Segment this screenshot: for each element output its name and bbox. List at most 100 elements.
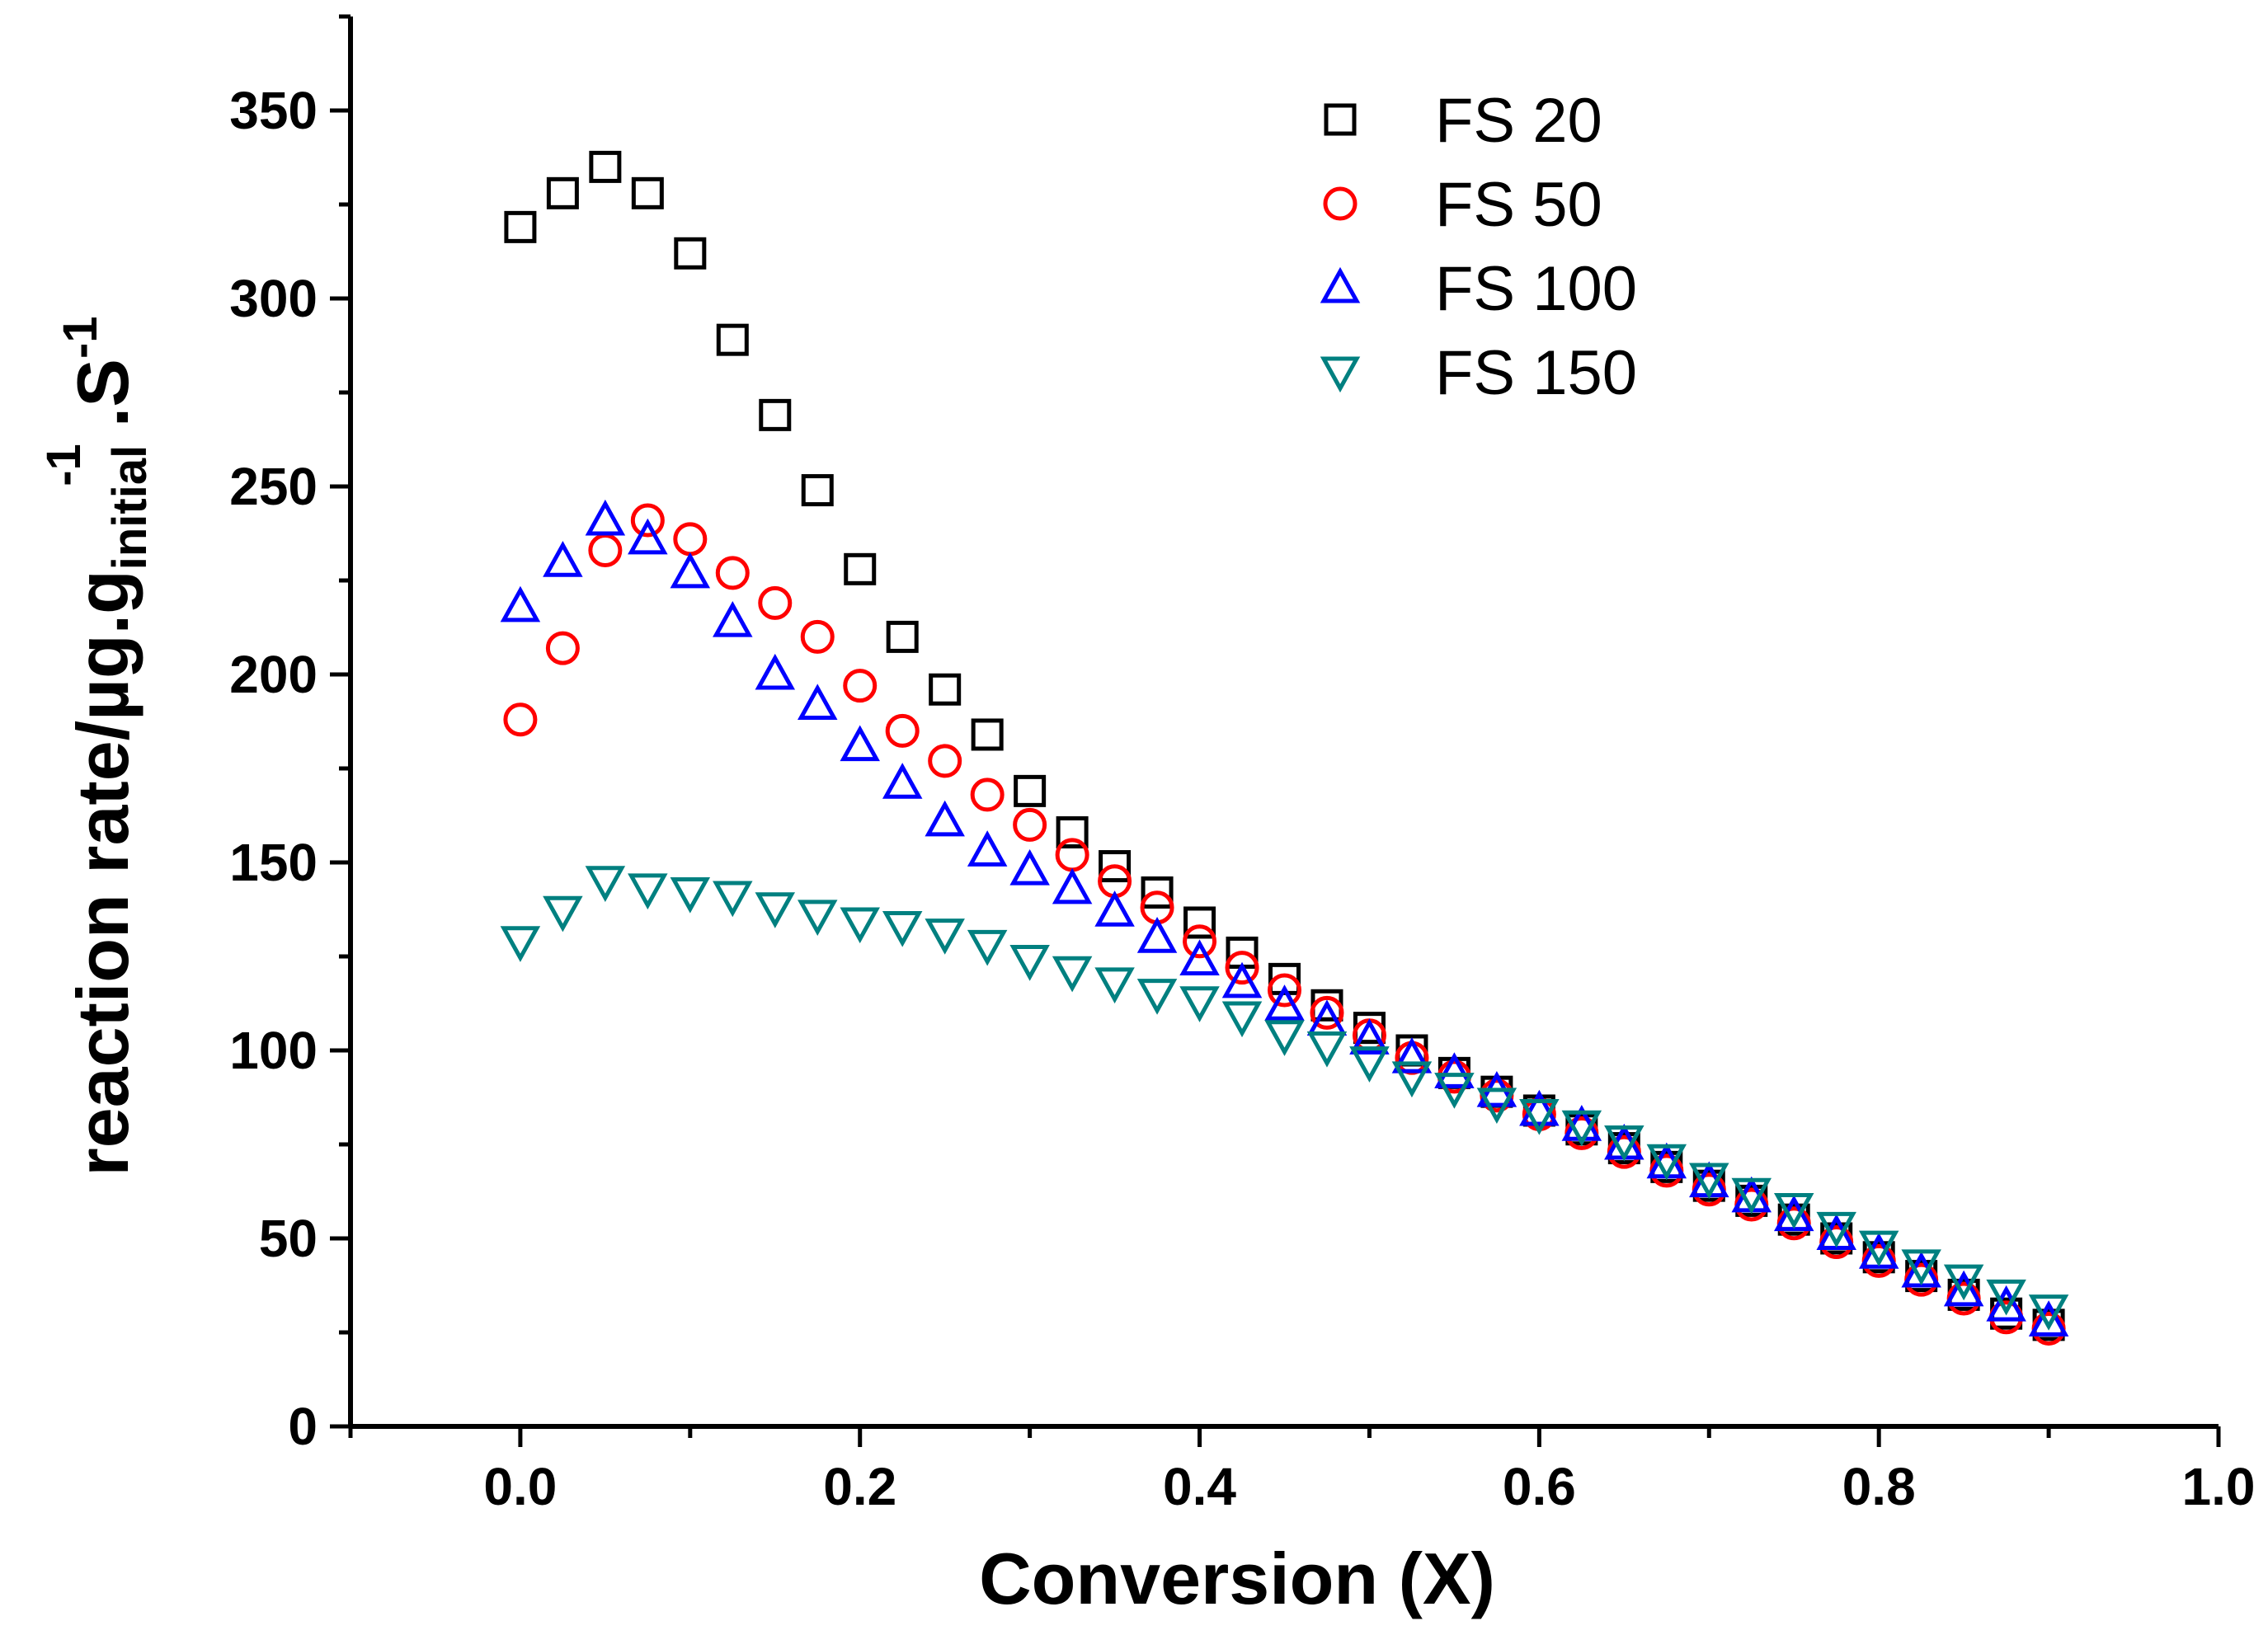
legend-label: FS 150 bbox=[1435, 338, 1637, 408]
data-point bbox=[1099, 850, 1132, 883]
data-point bbox=[886, 620, 919, 653]
data-point bbox=[1306, 1031, 1348, 1068]
series-fs-100 bbox=[500, 499, 2069, 1337]
data-points bbox=[500, 150, 2069, 1346]
y-tick-label: 350 bbox=[229, 81, 318, 140]
legend-item: FS 20 bbox=[1324, 86, 1602, 156]
legend: FS 20 FS 50 FS 100 FS 150 bbox=[1320, 86, 1637, 408]
data-point bbox=[543, 541, 583, 577]
data-point bbox=[1136, 917, 1178, 953]
data-point bbox=[759, 398, 792, 431]
data-point bbox=[543, 895, 583, 933]
data-point bbox=[1221, 1001, 1263, 1038]
x-tick-label: 0.2 bbox=[823, 1457, 896, 1516]
data-point bbox=[925, 919, 965, 955]
data-point bbox=[967, 830, 1008, 867]
data-point bbox=[1310, 995, 1344, 1030]
data-point bbox=[1183, 924, 1217, 959]
y-axis-title: reaction rate/µg.ginitial-1.S-1 bbox=[37, 316, 157, 1176]
data-point bbox=[929, 673, 962, 706]
data-point bbox=[670, 552, 711, 589]
data-point bbox=[670, 876, 711, 914]
legend-label: FS 100 bbox=[1435, 254, 1637, 324]
data-point bbox=[1094, 890, 1135, 927]
data-point bbox=[798, 900, 838, 936]
data-point bbox=[1268, 973, 1301, 1008]
data-point bbox=[1604, 1125, 1645, 1162]
data-point bbox=[1141, 876, 1174, 909]
y-tick-label: 150 bbox=[229, 833, 318, 892]
data-point bbox=[882, 763, 923, 799]
data-point bbox=[1943, 1264, 1984, 1301]
data-point bbox=[1014, 774, 1047, 807]
data-point bbox=[1434, 1052, 1475, 1088]
data-point bbox=[1986, 1279, 2026, 1316]
data-point bbox=[1052, 867, 1093, 904]
axes: 0 50 100 150 200 250 300 350 0.0 0.2 0.4 0.6 0.8 1.0 bbox=[229, 14, 2255, 1516]
data-point bbox=[840, 725, 880, 762]
legend-marker bbox=[1320, 356, 1361, 393]
data-point bbox=[925, 800, 965, 837]
data-point bbox=[713, 881, 753, 918]
data-point bbox=[631, 176, 664, 209]
data-point bbox=[589, 150, 622, 183]
y-axis-title-subscript: initial bbox=[103, 445, 157, 570]
y-tick-label: 200 bbox=[229, 645, 318, 704]
y-axis-title-main: reaction rate/µg.g bbox=[62, 570, 144, 1176]
data-point bbox=[1986, 1285, 2026, 1322]
series-fs-150 bbox=[500, 866, 2069, 1331]
data-point bbox=[1179, 986, 1220, 1022]
data-point bbox=[1264, 984, 1305, 1021]
y-tick-label: 300 bbox=[229, 269, 318, 328]
data-point bbox=[2028, 1294, 2069, 1331]
data-point bbox=[588, 533, 623, 568]
data-point bbox=[1225, 951, 1259, 985]
series-fs-50 bbox=[503, 503, 2066, 1346]
data-point bbox=[1689, 1163, 1729, 1200]
data-point bbox=[1221, 961, 1263, 998]
legend-item: FS 150 bbox=[1320, 338, 1637, 408]
y-tick-label: 0 bbox=[288, 1397, 318, 1456]
data-point bbox=[713, 601, 753, 637]
data-point bbox=[800, 619, 835, 654]
x-tick-label: 0.8 bbox=[1842, 1457, 1916, 1516]
data-point bbox=[1136, 979, 1178, 1015]
y-tick-label: 100 bbox=[229, 1021, 318, 1080]
y-axis-title-mid: .S bbox=[62, 359, 144, 427]
y-tick-label: 250 bbox=[229, 457, 318, 516]
data-point bbox=[1349, 1046, 1390, 1083]
x-tick-label: 0.4 bbox=[1163, 1457, 1236, 1516]
data-point bbox=[1013, 807, 1047, 842]
data-point bbox=[928, 744, 962, 778]
x-axis-title: Conversion (X) bbox=[979, 1538, 1495, 1619]
data-point bbox=[882, 911, 923, 947]
data-point bbox=[630, 503, 665, 538]
data-point bbox=[1094, 967, 1135, 1004]
data-point bbox=[1943, 1270, 1984, 1307]
data-point bbox=[545, 631, 580, 665]
data-point bbox=[1183, 906, 1216, 939]
legend-marker bbox=[1324, 103, 1357, 136]
legend-marker bbox=[1320, 266, 1361, 303]
x-tick-label: 0.6 bbox=[1503, 1457, 1576, 1516]
data-point bbox=[1646, 1144, 1687, 1181]
data-point bbox=[843, 669, 878, 703]
data-point bbox=[715, 556, 750, 590]
data-point bbox=[1391, 1036, 1433, 1074]
data-point bbox=[585, 866, 626, 902]
data-point bbox=[971, 718, 1004, 751]
series-fs-20 bbox=[504, 150, 2065, 1341]
data-point bbox=[546, 176, 579, 209]
data-point bbox=[1731, 1177, 1772, 1215]
data-point bbox=[628, 873, 668, 910]
data-point bbox=[1349, 1018, 1390, 1055]
y-tick-label: 50 bbox=[259, 1209, 318, 1268]
data-point bbox=[1264, 1020, 1305, 1056]
data-point bbox=[673, 522, 708, 557]
data-point bbox=[1901, 1249, 1941, 1286]
legend-item: FS 50 bbox=[1323, 170, 1602, 240]
data-point bbox=[674, 237, 707, 270]
data-point bbox=[1009, 945, 1050, 981]
data-point bbox=[1816, 1211, 1856, 1248]
